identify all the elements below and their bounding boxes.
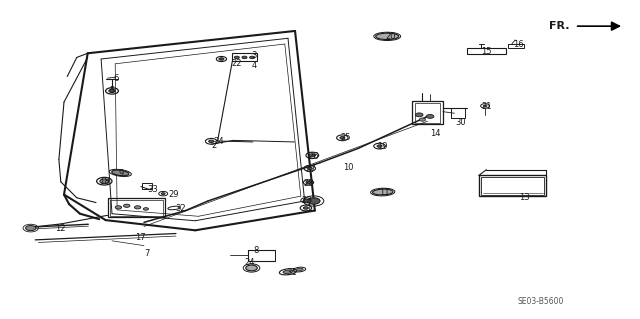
Bar — [142, 183, 152, 189]
Text: 33: 33 — [147, 185, 157, 194]
Text: 7: 7 — [145, 249, 150, 258]
Circle shape — [377, 145, 382, 147]
Text: 11: 11 — [379, 189, 389, 197]
Ellipse shape — [283, 270, 293, 273]
Text: 16: 16 — [513, 40, 524, 49]
Text: 13: 13 — [520, 193, 530, 202]
Text: 12: 12 — [56, 224, 66, 233]
Circle shape — [303, 207, 308, 209]
Circle shape — [100, 179, 109, 183]
Text: 25: 25 — [340, 133, 351, 142]
Text: 30: 30 — [456, 118, 466, 127]
Circle shape — [115, 206, 122, 209]
Text: 29: 29 — [169, 190, 179, 199]
Text: 24: 24 — [244, 258, 255, 267]
Circle shape — [415, 113, 423, 117]
Text: 20: 20 — [385, 32, 396, 41]
Text: 31: 31 — [286, 268, 296, 277]
Text: 26: 26 — [308, 152, 319, 161]
Text: 28: 28 — [304, 179, 314, 188]
Ellipse shape — [296, 268, 303, 271]
Text: 1: 1 — [306, 204, 311, 213]
Text: 22: 22 — [232, 59, 242, 68]
Circle shape — [26, 226, 36, 231]
Ellipse shape — [112, 170, 129, 176]
Text: 5: 5 — [109, 86, 115, 95]
Bar — [110, 200, 163, 216]
Text: 9: 9 — [119, 169, 124, 178]
Circle shape — [483, 105, 487, 107]
Bar — [232, 53, 257, 61]
Circle shape — [109, 89, 115, 93]
Text: SE03-B5600: SE03-B5600 — [518, 297, 564, 306]
Circle shape — [426, 115, 434, 118]
Circle shape — [234, 56, 239, 59]
Text: 10: 10 — [344, 163, 354, 172]
Text: 6: 6 — [113, 74, 118, 83]
Text: 17: 17 — [136, 233, 146, 242]
Circle shape — [307, 198, 320, 204]
Bar — [508, 44, 524, 48]
Text: 23: 23 — [302, 197, 312, 205]
Bar — [481, 177, 544, 195]
Circle shape — [124, 204, 130, 207]
Circle shape — [143, 208, 148, 210]
Circle shape — [303, 199, 308, 202]
Text: 3: 3 — [252, 51, 257, 60]
Ellipse shape — [376, 33, 399, 40]
Circle shape — [340, 137, 345, 139]
Circle shape — [219, 58, 224, 60]
Ellipse shape — [372, 189, 393, 195]
Text: 32: 32 — [175, 204, 186, 213]
Circle shape — [419, 118, 426, 121]
Circle shape — [161, 193, 165, 195]
Circle shape — [309, 154, 316, 157]
Circle shape — [250, 56, 255, 59]
Circle shape — [246, 265, 257, 271]
Bar — [108, 198, 165, 217]
Bar — [415, 103, 440, 123]
Circle shape — [307, 167, 312, 170]
Text: FR.: FR. — [549, 20, 570, 31]
Text: 27: 27 — [305, 165, 316, 174]
Text: 4: 4 — [252, 61, 257, 70]
Bar — [479, 175, 546, 196]
Circle shape — [242, 56, 247, 59]
Circle shape — [209, 140, 214, 143]
Text: 34: 34 — [214, 137, 224, 146]
Bar — [412, 101, 443, 124]
Bar — [451, 108, 465, 118]
Text: 8: 8 — [253, 246, 259, 255]
Bar — [467, 48, 506, 54]
Text: 19: 19 — [378, 142, 388, 151]
Circle shape — [306, 181, 311, 184]
Text: 21: 21 — [481, 102, 492, 111]
Text: 18: 18 — [99, 177, 109, 186]
Text: 14: 14 — [430, 130, 440, 138]
Circle shape — [134, 206, 141, 209]
Text: 15: 15 — [481, 47, 492, 56]
Text: 2: 2 — [212, 141, 217, 150]
